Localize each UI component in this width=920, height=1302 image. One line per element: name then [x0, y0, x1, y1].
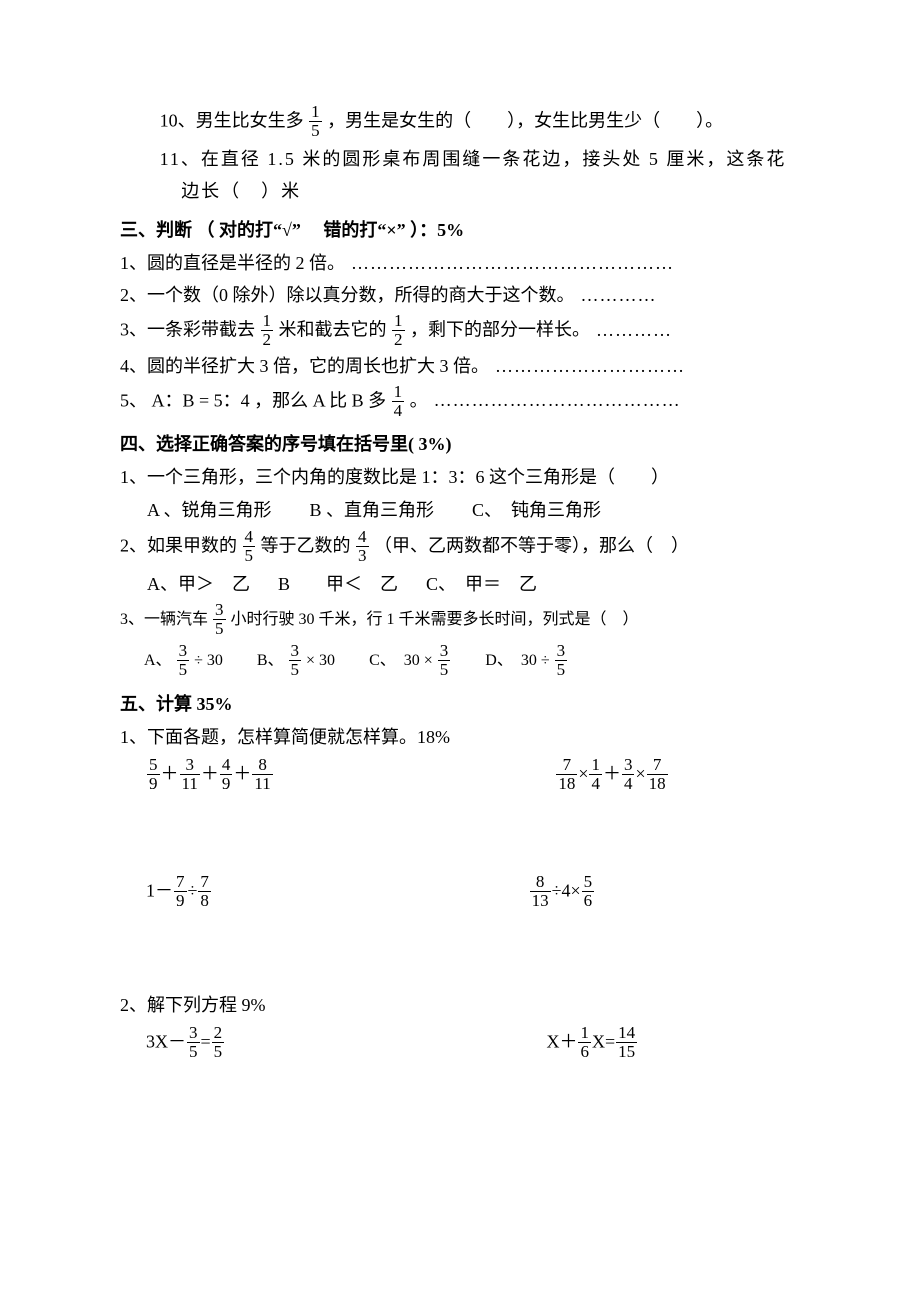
- mc-q2-b: B 甲＜ 乙: [278, 570, 398, 599]
- mc-q2-opts: A、甲＞ 乙 B 甲＜ 乙 C、 甲＝ 乙: [120, 570, 920, 599]
- tf3-frac2: 1 2: [392, 312, 405, 349]
- calc-r2c1: 1－79÷78: [146, 874, 212, 911]
- q10-frac: 1 5: [309, 103, 322, 140]
- eq-row: 3X－35=25 X＋16X=1415 X÷45=1528: [120, 1025, 920, 1062]
- mc-q3-d: D、 30 ÷ 35: [485, 643, 568, 680]
- mc-q3-b: B、 35 × 30: [257, 643, 335, 680]
- tf1-stem: 1、圆的直径是半径的 2 倍。: [120, 249, 345, 278]
- mc-q1-opts: A 、锐角三角形 B 、直角三角形 C、 钝角三角形: [120, 496, 920, 525]
- mc-q2-stem: 2、如果甲数的 4 5 等于乙数的 4 3 （甲、乙两数都不等于零），那么（ ）: [120, 529, 920, 566]
- mc-q1-stem: 1、一个三角形，三个内角的度数比是 1：3：6 这个三角形是（ ）: [120, 463, 920, 492]
- q10-pre: 10、男生比女生多: [160, 110, 304, 130]
- tf-row-4: 4、圆的半径扩大 3 倍，它的周长也扩大 3 倍。 ………………………… （ ）: [120, 352, 920, 382]
- mc-q3-f: 3 5: [213, 601, 226, 638]
- section-4-title: 四、选择正确答案的序号填在括号里( 3%): [120, 430, 920, 459]
- tf-row-1: 1、圆的直径是半径的 2 倍。 …………………………………………… （ ）: [120, 249, 920, 279]
- tf-row-3: 3、一条彩带截去 1 2 米和截去它的 1 2 ，剩下的部分一样长。 ………… …: [120, 313, 920, 350]
- tf-row-5: 5、 A：B = 5：4 ，那么 A 比 B 多 1 4 。 …………………………: [120, 384, 920, 421]
- question-11-line1: 11、在直径 1.5 米的圆形桌布周围缝一条花边，接头处 5 厘米，这条花: [120, 145, 920, 174]
- tf-row-2: 2、一个数（0 除外）除以真分数，所得的商大于这个数。 ………… （ ）: [120, 281, 920, 311]
- tf5-dots: …………………………………: [434, 386, 920, 415]
- question-10: 10、男生比女生多 1 5 ，男生是女生的（ ），女生比男生少（ ）。: [120, 104, 920, 141]
- mc-q2-f2: 4 3: [356, 528, 369, 565]
- tf4-stem: 4、圆的半径扩大 3 倍，它的周长也扩大 3 倍。: [120, 352, 489, 381]
- mc-q1-a: A 、锐角三角形: [147, 496, 272, 525]
- mc-q1-c: C、 钝角三角形: [472, 496, 601, 525]
- tf2-stem: 2、一个数（0 除外）除以真分数，所得的商大于这个数。: [120, 281, 575, 310]
- calc-r2c3: （712－518）×36: [912, 874, 920, 911]
- section-3-title: 三、判断 （ 对的打“√” 错的打“×” ）：5%: [120, 216, 920, 245]
- calc-row-2: 1－79÷78 813÷4×56 （712－518）×36: [120, 874, 920, 911]
- calc-r1c1: 59＋311＋49＋811: [146, 757, 274, 794]
- tf2-dots: …………: [581, 281, 920, 310]
- question-11-line2: 边长（ ）米: [120, 177, 920, 206]
- sec5-sub2: 2、解下列方程 9%: [120, 991, 920, 1020]
- eq-c2: X＋16X=1415: [546, 1025, 638, 1062]
- mc-q2-a: A、甲＞ 乙: [147, 570, 250, 599]
- calc-r1c2: 718×14＋34×718: [555, 757, 668, 794]
- tf3-frac1: 1 2: [261, 312, 274, 349]
- mc-q2-c: C、 甲＝ 乙: [426, 570, 537, 599]
- mc-q3-a: A、 35 ÷ 30: [144, 643, 223, 680]
- calc-r2c2: 813÷4×56: [529, 874, 596, 911]
- q10-mid: ，男生是女生的（ ），女生比男生少（ ）。: [327, 110, 723, 130]
- sec5-sub1: 1、下面各题，怎样算简便就怎样算。18%: [120, 723, 920, 752]
- tf5-stem: 5、 A：B = 5：4 ，那么 A 比 B 多 1 4 。: [120, 384, 428, 421]
- tf4-dots: …………………………: [495, 352, 920, 381]
- tf5-frac: 1 4: [392, 383, 405, 420]
- mc-q2-f1: 4 5: [243, 528, 256, 565]
- mc-q3-stem: 3、一辆汽车 3 5 小时行驶 30 千米，行 1 千米需要多长时间，列式是（ …: [120, 602, 920, 639]
- tf1-dots: ……………………………………………: [351, 249, 920, 278]
- tf3-stem: 3、一条彩带截去 1 2 米和截去它的 1 2 ，剩下的部分一样长。: [120, 313, 590, 350]
- eq-c1: 3X－35=25: [146, 1025, 225, 1062]
- calc-row-1: 59＋311＋49＋811 718×14＋34×718 35÷0.8÷112: [120, 757, 920, 794]
- tf3-dots: …………: [596, 316, 920, 345]
- section-5-title: 五、计算 35%: [120, 690, 920, 719]
- mc-q1-b: B 、直角三角形: [310, 496, 435, 525]
- mc-q3-opts: A、 35 ÷ 30 B、 35 × 30 C、 30 × 35 D、 30 ÷…: [120, 643, 920, 680]
- mc-q3-c: C、 30 × 35: [369, 643, 451, 680]
